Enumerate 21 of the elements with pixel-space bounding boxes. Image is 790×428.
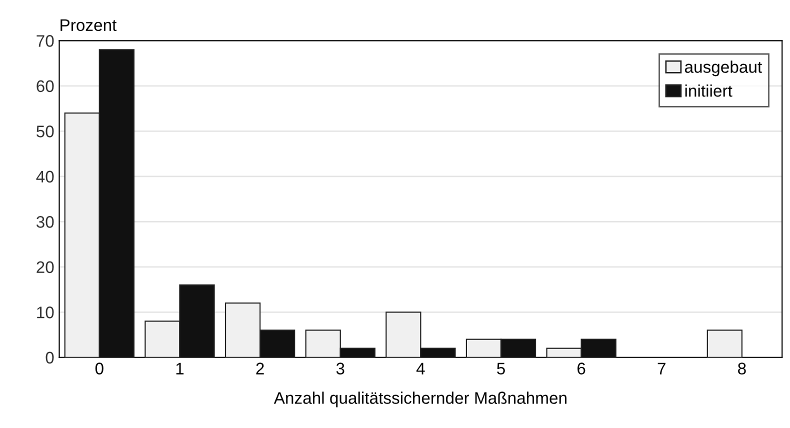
y-tick-label: 0: [46, 352, 54, 364]
y-tick-label: 70: [36, 35, 54, 47]
x-tick-label: 1: [176, 362, 184, 374]
x-tick-label: 2: [256, 362, 264, 374]
x-tick-label: 0: [95, 362, 104, 374]
y-tick-label: 50: [36, 126, 54, 138]
x-tick-label: 3: [336, 362, 344, 374]
x-tick-label: 6: [578, 362, 586, 374]
legend-label: ausgebaut: [684, 60, 762, 76]
y-tick-label: 40: [36, 170, 54, 183]
x-tick-label: 5: [497, 362, 505, 374]
y-tick-label: 30: [36, 216, 54, 228]
x-tick-label: 8: [738, 362, 746, 374]
y-axis-title: Prozent: [60, 19, 117, 32]
x-tick-label: 7: [658, 362, 666, 374]
y-tick-label: 20: [36, 261, 54, 274]
legend-label: initiiert: [685, 84, 732, 97]
y-tick-label: 10: [37, 306, 54, 318]
x-axis-title: Anzahl qualitätssichernder Maßnahmen: [274, 392, 566, 408]
y-tick-label: 60: [36, 80, 54, 92]
x-tick-label: 4: [416, 362, 425, 374]
